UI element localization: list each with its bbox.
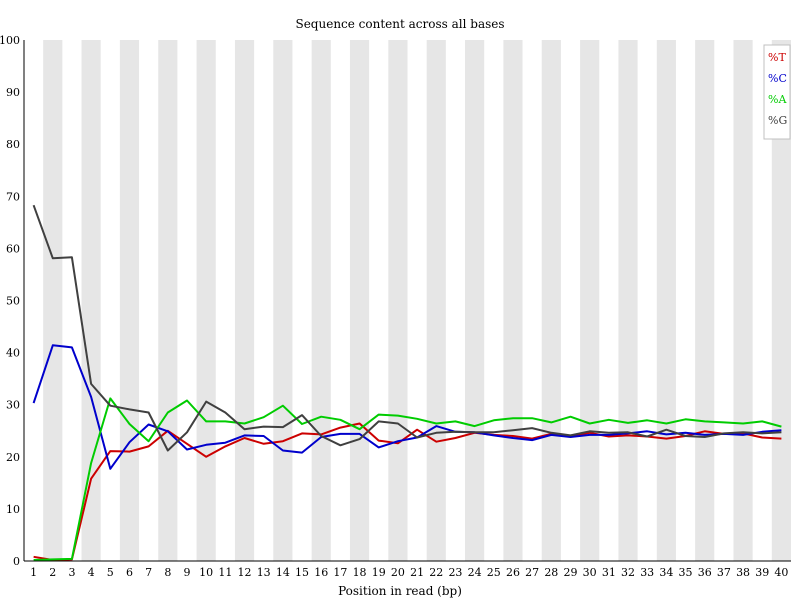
y-tick-label: 0 [13, 555, 20, 568]
y-tick-label: 10 [6, 503, 20, 516]
x-tick-label: 30 [583, 566, 597, 579]
x-tick-label: 34 [659, 566, 673, 579]
band-16 [311, 40, 331, 561]
x-tick-label: 38 [736, 566, 750, 579]
x-tick-label: 29 [563, 566, 577, 579]
x-tick-label: 23 [448, 566, 462, 579]
x-tick-label: 17 [333, 566, 347, 579]
y-tick-labels: 0 10 20 30 40 50 60 70 80 90 100 [0, 34, 20, 568]
x-tick-label: 37 [717, 566, 731, 579]
x-tick-label: 40 [774, 566, 788, 579]
background-bands [43, 40, 791, 561]
chart-title: Sequence content across all bases [295, 17, 504, 31]
x-tick-label: 28 [544, 566, 558, 579]
band-28 [541, 40, 561, 561]
band-36 [695, 40, 715, 561]
x-tick-label: 21 [410, 566, 424, 579]
x-tick-label: 1 [30, 566, 37, 579]
y-tick-label: 80 [6, 138, 20, 151]
x-tick-label: 11 [218, 566, 232, 579]
band-30 [580, 40, 600, 561]
legend-entry: %A [768, 93, 787, 106]
x-tick-label: 3 [68, 566, 75, 579]
x-tick-label: 39 [755, 566, 769, 579]
x-tick-label: 5 [107, 566, 114, 579]
band-38 [733, 40, 753, 561]
series-line-pct-t [33, 422, 782, 561]
x-tick-label: 26 [506, 566, 520, 579]
y-tick-label: 40 [6, 347, 20, 360]
x-tick-label: 32 [621, 566, 635, 579]
band-8 [158, 40, 178, 561]
legend-entry: %T [768, 51, 786, 64]
band-22 [426, 40, 446, 561]
x-tick-label: 14 [276, 566, 290, 579]
band-12 [234, 40, 255, 561]
band-6 [119, 40, 140, 561]
x-tick-label: 27 [525, 566, 539, 579]
x-tick-label: 20 [391, 566, 405, 579]
x-tick-label: 15 [295, 566, 309, 579]
band-4 [81, 40, 101, 561]
x-tick-label: 2 [49, 566, 56, 579]
x-tick-label: 10 [199, 566, 213, 579]
band-32 [618, 40, 638, 561]
y-tick-label: 60 [6, 242, 20, 255]
legend: %T %C %A %G [763, 44, 791, 140]
x-tick-label: 33 [640, 566, 654, 579]
y-tick-label: 20 [6, 451, 20, 464]
band-20 [388, 40, 408, 561]
legend-box [763, 44, 791, 140]
band-10 [196, 40, 216, 561]
x-tick-label: 19 [372, 566, 386, 579]
band-14 [273, 40, 293, 561]
x-tick-label: 7 [145, 566, 152, 579]
x-tick-label: 8 [164, 566, 171, 579]
x-tick-label: 35 [679, 566, 693, 579]
x-axis-title: Position in read (bp) [338, 584, 462, 598]
y-tick-label: 30 [6, 399, 20, 412]
y-tick-label: 50 [6, 295, 20, 308]
y-tick-label: 90 [6, 86, 20, 99]
series-lines [32, 204, 782, 561]
x-tick-label: 36 [698, 566, 712, 579]
band-24 [465, 40, 485, 561]
axes [23, 40, 791, 562]
series-line-pct-g [32, 204, 782, 452]
x-tick-label: 25 [487, 566, 501, 579]
x-tick-label: 22 [429, 566, 443, 579]
band-34 [656, 40, 676, 561]
x-tick-label: 12 [238, 566, 252, 579]
x-tick-label: 18 [353, 566, 367, 579]
y-tick-label: 100 [0, 34, 20, 47]
x-tick-label: 6 [126, 566, 133, 579]
band-18 [349, 40, 370, 561]
legend-entry: %G [768, 114, 787, 127]
x-tick-label: 13 [257, 566, 271, 579]
band-26 [503, 40, 523, 561]
legend-entry: %C [768, 72, 787, 85]
x-tick-label: 9 [183, 566, 190, 579]
y-tick-label: 70 [6, 190, 20, 203]
x-tick-label: 4 [88, 566, 95, 579]
x-tick-labels: 1 2 3 4 5 6 7 8 9 10 11 12 13 14 15 16 17 18 19 20 21 22 23 24 2… [30, 566, 788, 579]
x-tick-label: 24 [468, 566, 482, 579]
series-line-pct-a [33, 397, 782, 561]
x-tick-label: 31 [602, 566, 616, 579]
x-tick-label: 16 [314, 566, 328, 579]
band-2 [43, 40, 63, 561]
